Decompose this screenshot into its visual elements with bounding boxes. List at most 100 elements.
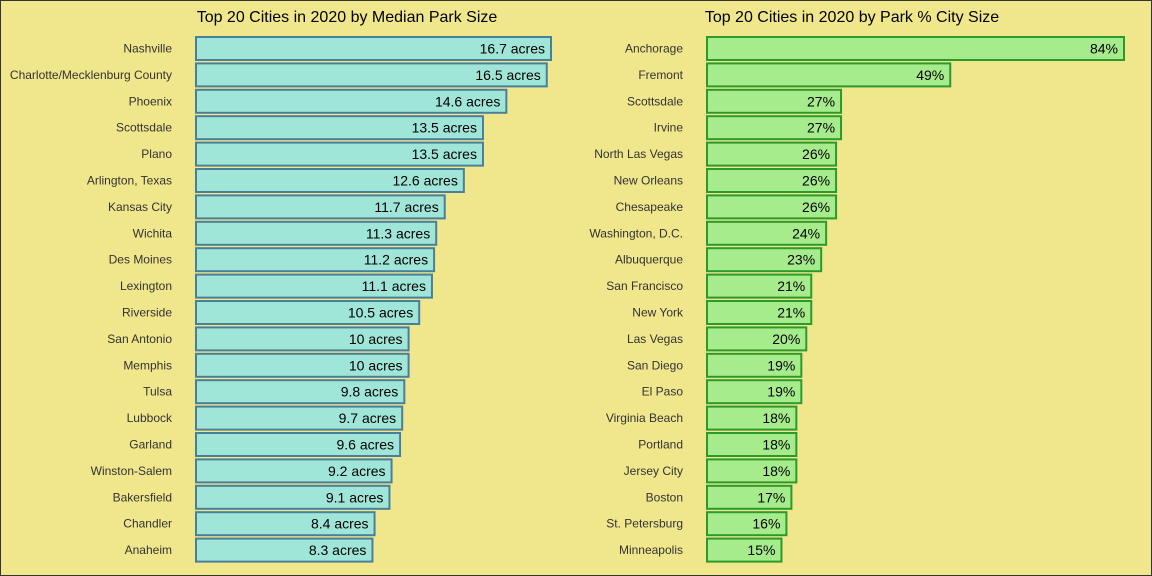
right-bar-1	[706, 36, 1125, 61]
left-bar-15	[195, 405, 404, 431]
right-bar-5	[706, 141, 838, 167]
left-value-label-17: 9.2 acres	[328, 463, 386, 479]
left-bar-4	[195, 115, 484, 141]
left-bar-17	[195, 458, 393, 484]
left-category-label-15: Lubbock	[127, 411, 173, 425]
left-category-label-2: Charlotte/Mecklenburg County	[10, 68, 172, 82]
left-value-label-2: 16.5 acres	[475, 67, 540, 83]
right-bar-11	[706, 300, 813, 325]
left-category-label-12: San Antonio	[107, 332, 172, 346]
right-category-label-18: Boston	[646, 490, 683, 504]
left-value-label-14: 9.8 acres	[341, 384, 399, 400]
right-bar-8	[706, 220, 828, 246]
left-value-label-1: 16.7 acres	[480, 41, 545, 57]
right-value-label-18: 17%	[757, 489, 785, 505]
left-value-label-3: 14.6 acres	[435, 93, 500, 109]
left-bar-14	[195, 379, 406, 405]
left-category-label-13: Memphis	[123, 358, 172, 372]
right-category-label-7: Chesapeake	[616, 200, 684, 214]
left-value-label-8: 11.3 acres	[366, 225, 430, 241]
right-category-label-5: North Las Vegas	[594, 147, 683, 161]
left-bar-7	[195, 194, 446, 220]
right-value-label-6: 26%	[802, 173, 830, 189]
left-value-label-15: 9.7 acres	[339, 410, 397, 426]
right-category-label-6: New Orleans	[614, 174, 683, 188]
right-value-label-12: 20%	[772, 331, 800, 347]
right-category-label-14: El Paso	[642, 385, 684, 399]
right-value-label-7: 26%	[802, 199, 830, 215]
right-category-label-4: Irvine	[654, 121, 684, 135]
right-category-label-15: Virginia Beach	[606, 411, 683, 425]
left-category-label-16: Garland	[129, 438, 172, 452]
right-bar-7	[706, 194, 838, 220]
right-bar-2	[706, 62, 952, 88]
right-value-label-20: 15%	[747, 542, 775, 558]
left-category-label-1: Nashville	[123, 42, 172, 56]
left-value-label-6: 12.6 acres	[392, 173, 457, 189]
left-value-label-4: 13.5 acres	[412, 120, 477, 136]
right-bar-12	[706, 326, 808, 352]
right-value-label-19: 16%	[752, 516, 780, 532]
right-value-label-15: 18%	[762, 410, 790, 426]
right-value-label-5: 26%	[802, 146, 830, 162]
right-category-label-19: St. Petersburg	[606, 517, 683, 531]
left-bar-9	[195, 247, 436, 273]
right-category-label-3: Scottsdale	[627, 94, 683, 108]
right-category-label-20: Minneapolis	[619, 543, 683, 557]
left-value-label-10: 11.1 acres	[362, 278, 426, 294]
left-category-label-11: Riverside	[122, 306, 172, 320]
right-category-label-11: New York	[632, 306, 684, 320]
left-category-label-3: Phoenix	[129, 94, 172, 108]
left-category-label-6: Arlington, Texas	[87, 174, 172, 188]
right-category-label-8: Washington, D.C.	[589, 226, 683, 240]
right-value-label-3: 27%	[807, 93, 835, 109]
left-value-label-18: 9.1 acres	[326, 489, 384, 505]
left-category-label-19: Chandler	[123, 517, 172, 531]
right-bar-14	[706, 379, 803, 405]
right-category-label-10: San Francisco	[606, 279, 683, 293]
right-bar-4	[706, 115, 843, 141]
right-bar-20	[706, 537, 783, 563]
right-value-label-10: 21%	[777, 278, 805, 294]
left-category-label-10: Lexington	[120, 279, 172, 293]
left-bar-5	[195, 141, 484, 167]
right-value-label-14: 19%	[767, 384, 795, 400]
left-bar-8	[195, 220, 438, 246]
left-value-label-9: 11.2 acres	[364, 252, 428, 268]
right-value-label-17: 18%	[762, 463, 790, 479]
left-bar-20	[195, 537, 374, 563]
right-chart-panel: Anchorage 84% Fremont 49% Scottsdale 27% Irvin…	[589, 36, 1125, 563]
left-bar-10	[195, 273, 433, 299]
left-chart-title: Top 20 Cities in 2020 by Median Park Siz…	[197, 9, 498, 26]
left-value-label-13: 10 acres	[349, 357, 403, 373]
left-bar-18	[195, 484, 391, 510]
right-category-label-17: Jersey City	[624, 464, 683, 478]
right-bar-19	[706, 511, 788, 537]
left-value-label-20: 8.3 acres	[309, 542, 367, 558]
left-value-label-7: 11.7 acres	[374, 199, 438, 215]
right-category-label-16: Portland	[638, 438, 683, 452]
left-bar-12	[195, 326, 410, 352]
left-category-label-9: Des Moines	[109, 253, 172, 267]
left-value-label-16: 9.6 acres	[336, 437, 394, 453]
left-bar-6	[195, 168, 465, 193]
left-category-label-5: Plano	[141, 147, 172, 161]
left-value-label-12: 10 acres	[349, 331, 403, 347]
right-category-label-1: Anchorage	[625, 42, 683, 56]
left-bar-2	[195, 62, 548, 88]
left-category-label-17: Winston-Salem	[91, 464, 172, 478]
right-category-label-9: Albuquerque	[615, 253, 683, 267]
right-bar-3	[706, 88, 843, 114]
right-bar-6	[706, 168, 838, 193]
left-bar-1	[195, 36, 552, 61]
right-value-label-2: 49%	[916, 67, 944, 83]
left-bar-3	[195, 88, 508, 114]
left-category-label-20: Anaheim	[125, 543, 172, 557]
right-bar-15	[706, 405, 798, 431]
right-value-label-4: 27%	[807, 120, 835, 136]
right-chart-title: Top 20 Cities in 2020 by Park % City Siz…	[705, 9, 999, 26]
right-value-label-11: 21%	[777, 305, 805, 321]
left-value-label-19: 8.4 acres	[311, 516, 369, 532]
